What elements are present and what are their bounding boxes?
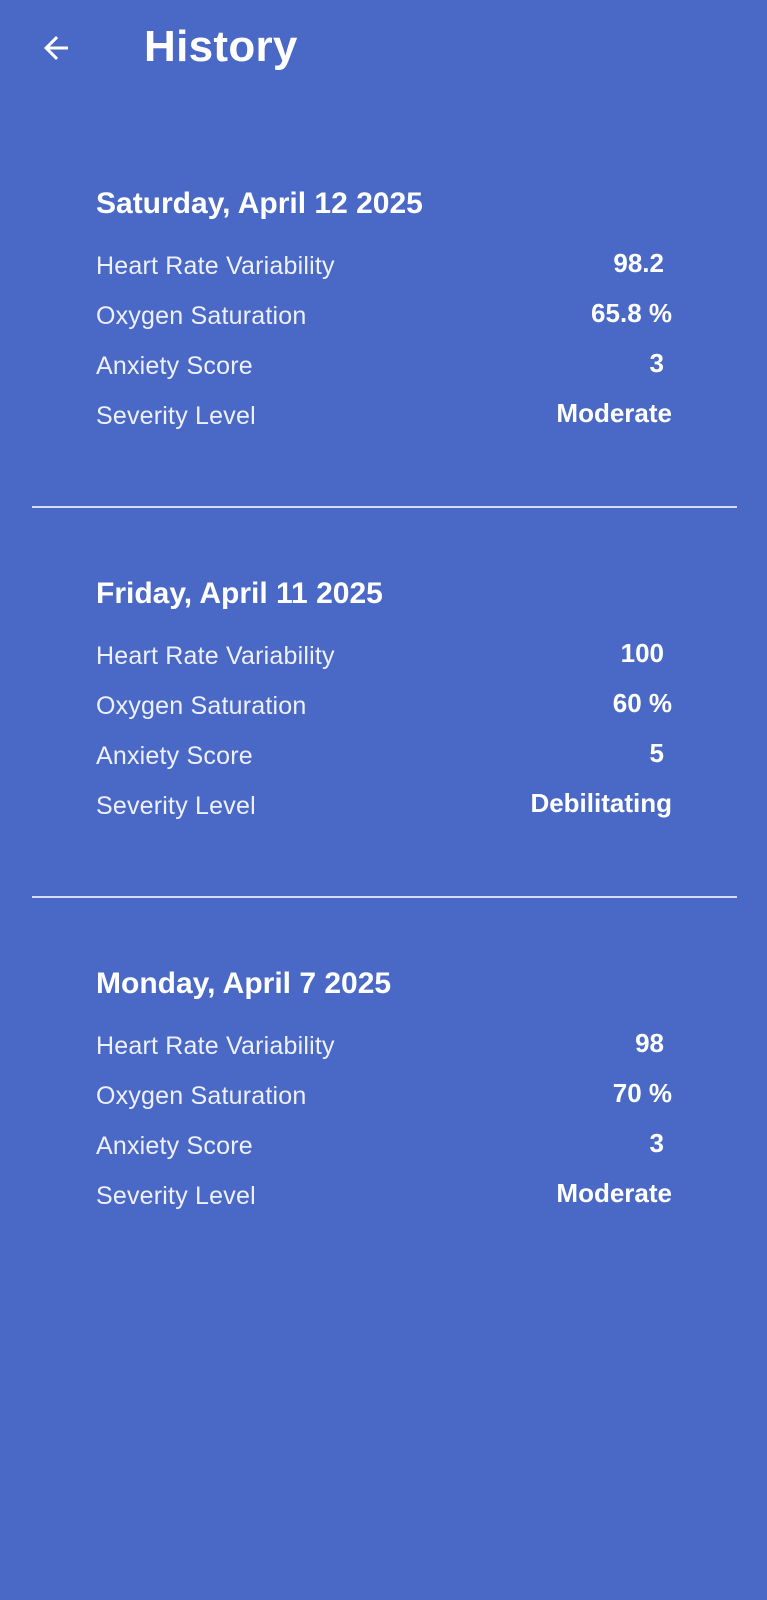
anxiety-value: 5 bbox=[649, 738, 664, 768]
anxiety-value: 3 bbox=[649, 348, 664, 378]
entry-date: Friday, April 11 2025 bbox=[96, 577, 383, 610]
anxiety-row: Anxiety Score 3 bbox=[96, 348, 672, 384]
oxygen-row: Oxygen Saturation 60 % bbox=[96, 688, 672, 724]
oxygen-value: 60 % bbox=[612, 688, 672, 718]
severity-row: Severity Level Moderate bbox=[96, 398, 672, 434]
anxiety-row: Anxiety Score 3 bbox=[96, 1128, 672, 1164]
hrv-value: 100 bbox=[620, 638, 664, 668]
app-bar: History bbox=[0, 0, 767, 100]
page-title: History bbox=[144, 22, 298, 71]
hrv-value: 98.2 bbox=[613, 248, 664, 278]
divider bbox=[32, 896, 737, 898]
divider bbox=[32, 506, 737, 508]
hrv-label: Heart Rate Variability bbox=[96, 1032, 335, 1060]
history-list: Saturday, April 12 2025 Heart Rate Varia… bbox=[0, 170, 767, 1290]
hrv-label: Heart Rate Variability bbox=[96, 642, 335, 670]
oxygen-row: Oxygen Saturation 65.8 % bbox=[96, 298, 672, 334]
anxiety-value: 3 bbox=[649, 1128, 664, 1158]
severity-row: Severity Level Moderate bbox=[96, 1178, 672, 1214]
hrv-label: Heart Rate Variability bbox=[96, 252, 335, 280]
severity-label: Severity Level bbox=[96, 402, 256, 430]
history-entry: Friday, April 11 2025 Heart Rate Variabi… bbox=[0, 560, 767, 900]
anxiety-label: Anxiety Score bbox=[96, 1132, 253, 1160]
hrv-row: Heart Rate Variability 98.2 bbox=[96, 248, 672, 284]
oxygen-value: 65.8 % bbox=[591, 298, 672, 328]
severity-row: Severity Level Debilitating bbox=[96, 788, 672, 824]
severity-label: Severity Level bbox=[96, 792, 256, 820]
oxygen-row: Oxygen Saturation 70 % bbox=[96, 1078, 672, 1114]
oxygen-value: 70 % bbox=[612, 1078, 672, 1108]
oxygen-label: Oxygen Saturation bbox=[96, 692, 307, 720]
severity-label: Severity Level bbox=[96, 1182, 256, 1210]
hrv-row: Heart Rate Variability 98 bbox=[96, 1028, 672, 1064]
history-entry: Saturday, April 12 2025 Heart Rate Varia… bbox=[0, 170, 767, 510]
severity-value: Debilitating bbox=[530, 788, 672, 818]
back-button[interactable] bbox=[30, 22, 82, 74]
arrow-left-icon bbox=[44, 36, 68, 60]
hrv-row: Heart Rate Variability 100 bbox=[96, 638, 672, 674]
oxygen-label: Oxygen Saturation bbox=[96, 302, 307, 330]
severity-value: Moderate bbox=[556, 398, 672, 428]
entry-date: Monday, April 7 2025 bbox=[96, 967, 392, 1000]
entry-date: Saturday, April 12 2025 bbox=[96, 187, 423, 220]
history-entry: Monday, April 7 2025 Heart Rate Variabil… bbox=[0, 950, 767, 1290]
oxygen-label: Oxygen Saturation bbox=[96, 1082, 307, 1110]
severity-value: Moderate bbox=[556, 1178, 672, 1208]
anxiety-label: Anxiety Score bbox=[96, 352, 253, 380]
anxiety-row: Anxiety Score 5 bbox=[96, 738, 672, 774]
hrv-value: 98 bbox=[635, 1028, 664, 1058]
anxiety-label: Anxiety Score bbox=[96, 742, 253, 770]
